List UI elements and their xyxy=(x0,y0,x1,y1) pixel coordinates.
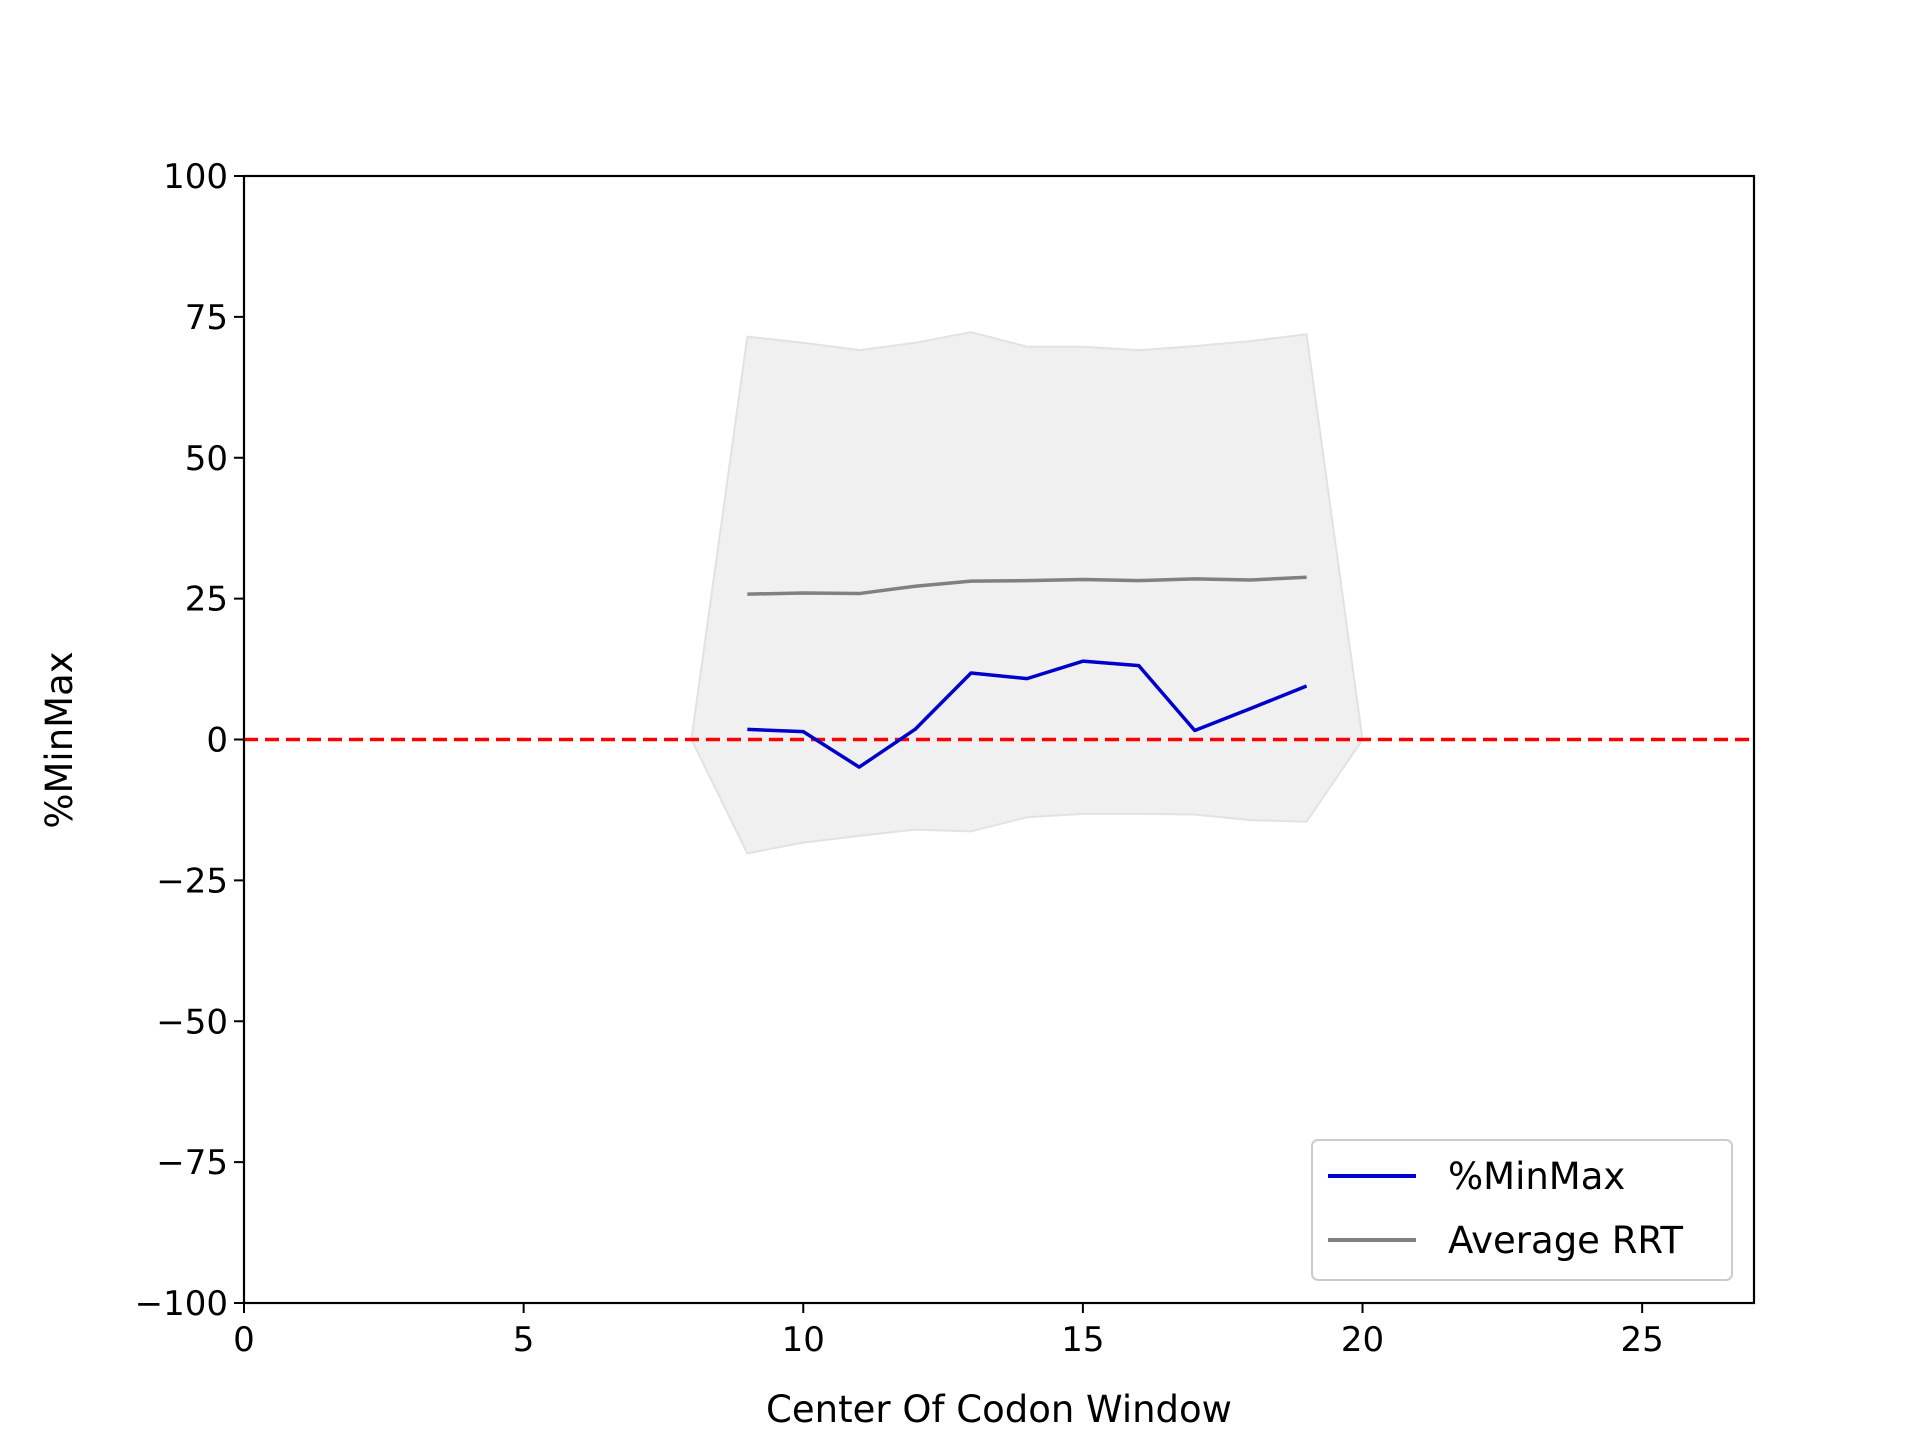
y-tick-label: −100 xyxy=(135,1284,228,1324)
series-layer xyxy=(747,575,1308,769)
legend-label-average-rrt: Average RRT xyxy=(1448,1219,1683,1262)
legend: %MinMax Average RRT xyxy=(1311,1139,1733,1281)
x-tick-label: 25 xyxy=(1621,1320,1664,1360)
y-tick-label: 0 xyxy=(206,721,228,761)
y-tick-label: 50 xyxy=(185,439,228,479)
y-tick-label: 75 xyxy=(185,298,228,338)
x-tick-label: 20 xyxy=(1341,1320,1384,1360)
x-tick-label: 0 xyxy=(233,1320,255,1360)
legend-label-minmax: %MinMax xyxy=(1448,1155,1625,1198)
y-tick-label: 25 xyxy=(185,580,228,620)
legend-box xyxy=(1311,1139,1733,1281)
y-tick-label: −25 xyxy=(156,861,228,901)
series-line-average-rrt xyxy=(747,575,1307,596)
x-axis-title: Center Of Codon Window xyxy=(766,1388,1232,1431)
y-axis-ticks: −100 −75 −50 −25 0 25 50 75 100 xyxy=(135,157,244,1324)
y-axis-title: %MinMax xyxy=(38,651,81,828)
y-tick-label: −75 xyxy=(156,1143,228,1183)
series-line-minmax xyxy=(747,659,1308,769)
y-tick-label: −50 xyxy=(156,1002,228,1042)
x-tick-label: 15 xyxy=(1061,1320,1104,1360)
x-tick-label: 5 xyxy=(513,1320,535,1360)
x-tick-label: 10 xyxy=(782,1320,825,1360)
y-tick-label: 100 xyxy=(163,157,228,197)
x-axis-ticks: 0 5 10 15 20 25 xyxy=(233,1303,1664,1360)
